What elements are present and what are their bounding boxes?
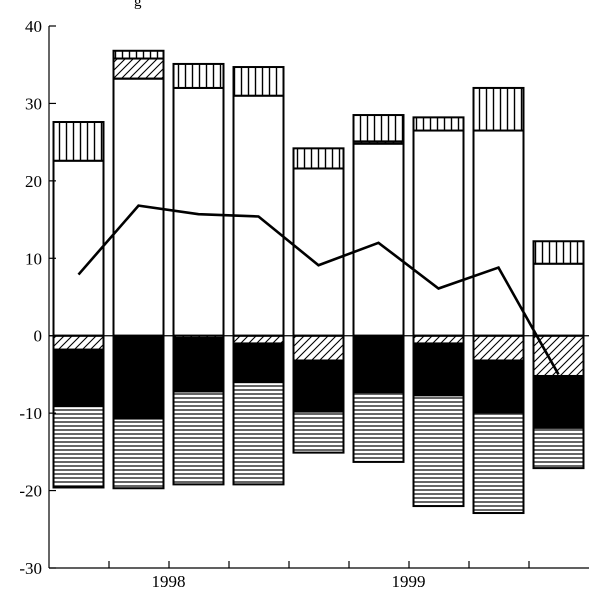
x-group-label: 1999	[392, 572, 426, 590]
bar-segment-horizontal	[52, 405, 105, 489]
bar-segment-vertical	[352, 114, 405, 143]
bar-segment-horizontal	[232, 381, 285, 486]
bar-segment-vertical	[172, 62, 225, 89]
bar-segment-vertical	[472, 86, 525, 132]
bar-group	[172, 62, 225, 486]
chart-title-fragment: g	[134, 0, 142, 10]
y-tick-label: 0	[34, 327, 43, 346]
bar-segment-vertical	[232, 66, 285, 97]
bar-segment-black	[232, 342, 285, 384]
bar-segment-black	[292, 359, 345, 413]
y-tick-label: 30	[25, 94, 42, 113]
bar-group	[412, 116, 465, 508]
bar-segment-white	[472, 129, 525, 337]
bar-segment-vertical	[52, 121, 105, 162]
bar-segment-black	[532, 374, 585, 429]
y-tick-label: 20	[25, 172, 42, 191]
y-tick-label: -10	[19, 404, 42, 423]
bar-segment-black	[472, 359, 525, 414]
bar-segment-vertical	[412, 116, 465, 132]
bar-segment-horizontal	[292, 410, 345, 454]
bar-segment-horizontal	[352, 391, 405, 463]
bar-segment-horizontal	[472, 411, 525, 515]
bar-segment-vertical	[532, 240, 585, 265]
axes-layer: -30 -20 -10 0 10 20 30 40 1998 1999	[19, 17, 589, 591]
bar-segment-black	[412, 342, 465, 397]
bar-segment-diagonal	[292, 334, 345, 362]
bar-segment-vertical	[112, 49, 165, 60]
bar-segment-diagonal	[112, 57, 165, 80]
bar-segment-black	[112, 334, 165, 420]
bar-group	[112, 49, 165, 490]
bar-segment-diagonal	[472, 334, 525, 362]
line-series	[77, 204, 560, 376]
bar-segment-black	[172, 337, 225, 393]
bar-segment-diagonal	[412, 334, 465, 345]
bar-segment-horizontal	[172, 390, 225, 486]
bar-group	[292, 147, 345, 454]
bar-group	[472, 86, 525, 515]
bar-segment-diagonal	[52, 334, 105, 351]
x-group-label: 1998	[152, 572, 186, 590]
y-tick-label: 40	[25, 17, 42, 36]
bar-segment-diagonal	[232, 334, 285, 345]
bar-group	[532, 240, 585, 470]
bar-group	[52, 121, 105, 489]
y-tick-label: -30	[19, 559, 42, 578]
bar-segment-black	[352, 334, 405, 394]
bar-segment-white	[532, 262, 585, 337]
bar-segment-horizontal	[532, 426, 585, 470]
bars-layer	[52, 49, 585, 515]
y-tick-label: -20	[19, 482, 42, 501]
line-layer	[77, 204, 560, 376]
bar-segment-white	[412, 129, 465, 337]
bar-segment-vertical	[292, 147, 345, 170]
y-tick-label: 10	[25, 249, 42, 268]
bar-segment-white	[52, 159, 105, 337]
bar-segment-horizontal	[412, 394, 465, 508]
bar-group	[352, 114, 405, 463]
bar-group	[232, 66, 285, 486]
bar-segment-white	[352, 142, 405, 337]
bar-segment-horizontal	[112, 417, 165, 490]
bar-segment-black	[52, 348, 105, 408]
